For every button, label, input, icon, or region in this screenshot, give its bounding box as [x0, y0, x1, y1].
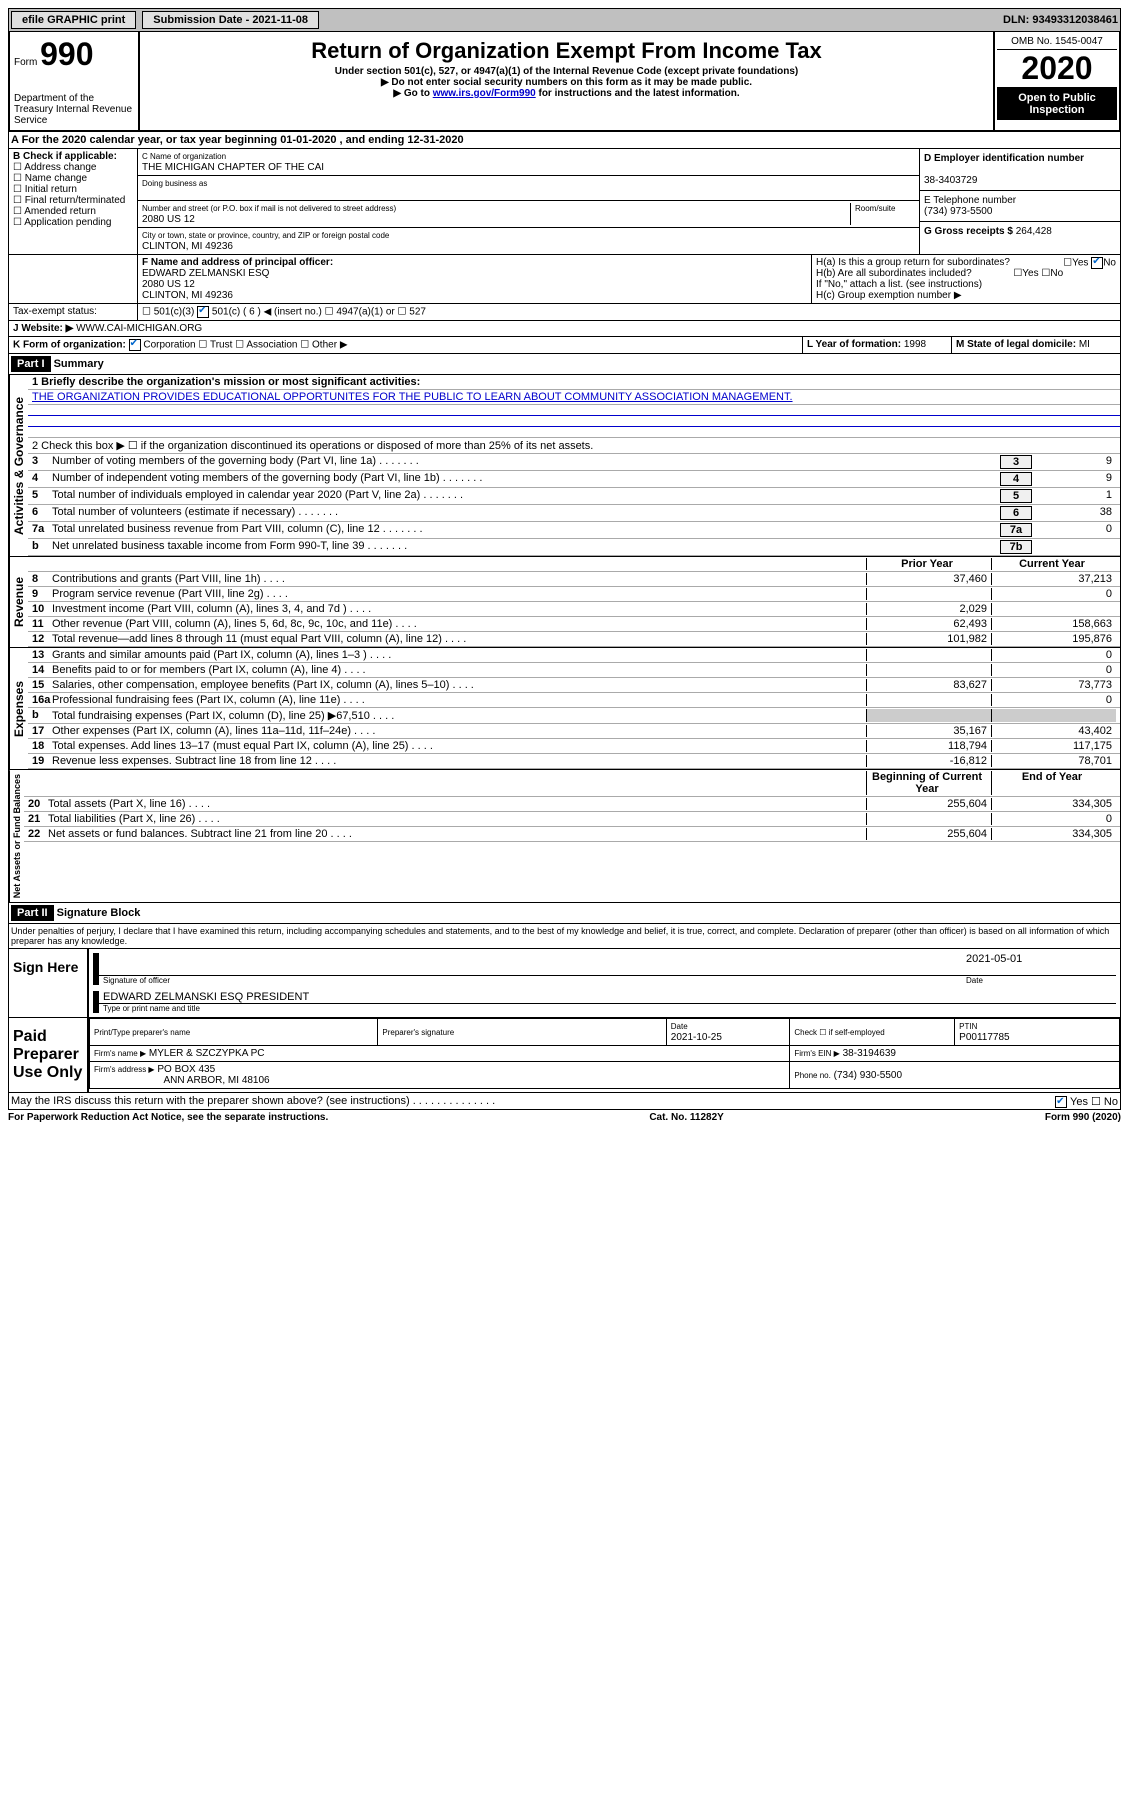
box-deg: D Employer identification number 38-3403…	[920, 149, 1120, 254]
sign-date: 2021-05-01	[966, 953, 1116, 975]
ein-value: 38-3403729	[924, 175, 977, 186]
identity-block: B Check if applicable: ☐ Address change …	[8, 149, 1121, 255]
year-formed: 1998	[904, 339, 926, 350]
header-right: OMB No. 1545-0047 2020 Open to Public In…	[993, 32, 1119, 130]
header-center: Return of Organization Exempt From Incom…	[140, 32, 993, 130]
firm-addr2: ANN ARBOR, MI 48106	[163, 1075, 269, 1086]
firm-addr1: PO BOX 435	[157, 1064, 215, 1075]
mission-text: THE ORGANIZATION PROVIDES EDUCATIONAL OP…	[32, 391, 1116, 403]
governance-section: Activities & Governance 1 Briefly descri…	[8, 375, 1121, 557]
irs-link[interactable]: www.irs.gov/Form990	[433, 88, 536, 99]
box-b: B Check if applicable: ☐ Address change …	[9, 149, 138, 254]
form-header: Form 990 Department of the Treasury Inte…	[8, 32, 1121, 132]
tax-exempt-row: Tax-exempt status: ☐ 501(c)(3) 501(c) ( …	[8, 304, 1121, 321]
firm-phone: (734) 930-5500	[834, 1070, 902, 1081]
prep-date: 2021-10-25	[671, 1032, 722, 1043]
sign-here-block: Sign Here 2021-05-01 Signature of office…	[8, 949, 1121, 1018]
governance-label: Activities & Governance	[9, 375, 28, 556]
signer-name: EDWARD ZELMANSKI ESQ PRESIDENT	[93, 991, 1116, 1004]
cb-corp[interactable]	[129, 339, 141, 351]
form-number: 990	[40, 36, 93, 72]
submission-date-button[interactable]: Submission Date - 2021-11-08	[142, 11, 319, 29]
paid-preparer-block: Paid Preparer Use Only Print/Type prepar…	[8, 1018, 1121, 1093]
dln-label: DLN: 93493312038461	[1003, 14, 1118, 26]
subtitle-3: ▶ Go to www.irs.gov/Form990 for instruct…	[144, 88, 989, 99]
box-c: C Name of organization THE MICHIGAN CHAP…	[138, 149, 920, 254]
firm-ein: 38-3194639	[843, 1048, 896, 1059]
revenue-section: Revenue Prior YearCurrent Year8Contribut…	[8, 557, 1121, 648]
cb-discuss-yes[interactable]	[1055, 1096, 1067, 1108]
tax-year: 2020	[997, 50, 1117, 88]
expenses-section: Expenses 13Grants and similar amounts pa…	[8, 648, 1121, 770]
org-form-row: K Form of organization: Corporation ☐ Tr…	[8, 337, 1121, 354]
netassets-section: Net Assets or Fund Balances Beginning of…	[8, 770, 1121, 903]
org-name: THE MICHIGAN CHAPTER OF THE CAI	[142, 162, 324, 173]
cb-application[interactable]: ☐	[13, 217, 24, 228]
period-row: A For the 2020 calendar year, or tax yea…	[8, 132, 1121, 149]
cb-address-change[interactable]: ☐	[13, 162, 24, 173]
part-ii-header: Part II Signature Block	[8, 903, 1121, 924]
cb-final-return[interactable]: ☐	[13, 195, 25, 206]
form-prefix: Form	[14, 57, 37, 68]
gross-receipts: 264,428	[1016, 226, 1052, 237]
cb-initial-return[interactable]: ☐	[13, 184, 25, 195]
phone-value: (734) 973-5500	[924, 206, 992, 217]
officer-row: F Name and address of principal officer:…	[8, 255, 1121, 304]
website-value: WWW.CAI-MICHIGAN.ORG	[76, 323, 202, 334]
cb-501c[interactable]	[197, 306, 209, 318]
efile-print-button[interactable]: efile GRAPHIC print	[11, 11, 136, 29]
dept-label: Department of the Treasury Internal Reve…	[14, 93, 134, 126]
footer-right: Form 990 (2020)	[1045, 1112, 1121, 1123]
part-i-header: Part I Summary	[8, 354, 1121, 375]
firm-name: MYLER & SZCZYPKA PC	[149, 1048, 265, 1059]
org-city: CLINTON, MI 49236	[142, 241, 233, 252]
cb-name-change[interactable]: ☐	[13, 173, 25, 184]
cb-amended[interactable]: ☐	[13, 206, 24, 217]
cb-group-no[interactable]	[1091, 257, 1103, 269]
open-public-label: Open to Public Inspection	[997, 88, 1117, 120]
omb-number: OMB No. 1545-0047	[997, 34, 1117, 50]
footer: For Paperwork Reduction Act Notice, see …	[8, 1110, 1121, 1123]
expenses-label: Expenses	[9, 648, 28, 769]
discuss-row: May the IRS discuss this return with the…	[8, 1093, 1121, 1110]
state-domicile: MI	[1079, 339, 1090, 350]
header-left: Form 990 Department of the Treasury Inte…	[10, 32, 140, 130]
org-street: 2080 US 12	[142, 214, 195, 225]
subtitle-1: Under section 501(c), 527, or 4947(a)(1)…	[144, 66, 989, 77]
revenue-label: Revenue	[9, 557, 28, 647]
ptin-value: P00117785	[959, 1032, 1009, 1043]
penalty-text: Under penalties of perjury, I declare th…	[8, 924, 1121, 949]
netassets-label: Net Assets or Fund Balances	[9, 770, 24, 902]
form-title: Return of Organization Exempt From Incom…	[144, 38, 989, 64]
footer-left: For Paperwork Reduction Act Notice, see …	[8, 1112, 328, 1123]
footer-center: Cat. No. 11282Y	[649, 1112, 723, 1123]
top-bar: efile GRAPHIC print Submission Date - 20…	[8, 8, 1121, 32]
website-row: J Website: ▶ WWW.CAI-MICHIGAN.ORG	[8, 321, 1121, 337]
officer-name: EDWARD ZELMANSKI ESQ	[142, 268, 269, 279]
preparer-table: Print/Type preparer's name Preparer's si…	[89, 1018, 1120, 1089]
subtitle-2: ▶ Do not enter social security numbers o…	[144, 77, 989, 88]
